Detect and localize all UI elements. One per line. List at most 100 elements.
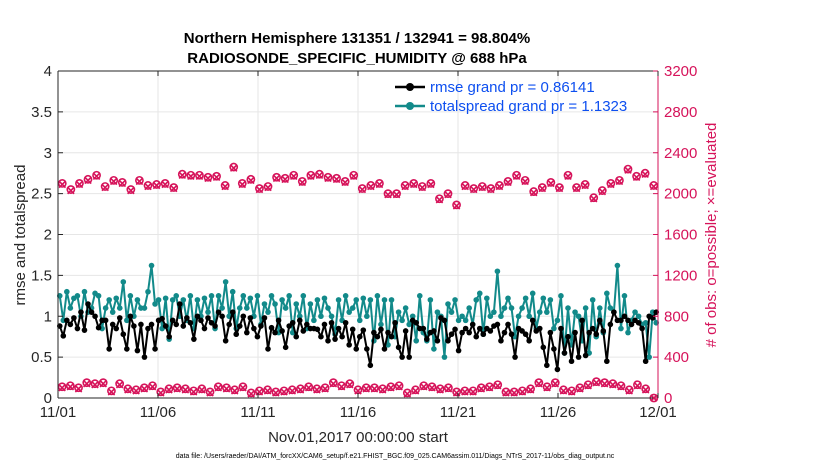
data-point — [342, 293, 349, 299]
data-point — [402, 305, 409, 311]
data-point — [435, 194, 444, 204]
data-point — [134, 297, 141, 303]
data-point — [144, 182, 152, 191]
data-point — [546, 177, 556, 187]
data-point — [141, 305, 148, 311]
data-point — [67, 186, 75, 195]
data-point — [201, 295, 208, 302]
data-point — [427, 297, 434, 303]
data-point — [169, 317, 176, 324]
data-point — [604, 358, 610, 365]
y2-tick-label: 1200 — [664, 267, 697, 284]
data-point — [222, 279, 229, 285]
data-point — [148, 381, 157, 391]
data-point — [152, 181, 161, 190]
data-point — [476, 383, 486, 393]
y2-tick-label: 0 — [664, 390, 672, 407]
data-point — [169, 184, 178, 193]
data-point — [113, 295, 120, 302]
data-point — [628, 321, 635, 328]
data-point — [240, 293, 247, 299]
data-point — [279, 297, 285, 303]
data-point — [374, 293, 381, 299]
data-point — [346, 342, 352, 348]
data-point — [357, 184, 367, 193]
data-point — [109, 309, 116, 315]
data-point — [155, 297, 162, 303]
data-point — [280, 388, 288, 396]
data-point — [349, 170, 359, 180]
data-point — [115, 379, 125, 389]
data-point — [328, 319, 335, 326]
data-point — [118, 179, 127, 188]
data-point — [131, 385, 141, 395]
data-point — [75, 179, 84, 188]
data-point — [572, 309, 578, 315]
data-point — [554, 317, 561, 324]
data-point — [194, 297, 201, 303]
data-point — [300, 293, 307, 299]
data-point — [95, 324, 102, 331]
data-point — [424, 336, 430, 342]
data-point — [520, 175, 530, 185]
data-point — [255, 184, 264, 193]
data-point — [366, 181, 376, 190]
data-point — [354, 387, 362, 395]
data-point — [152, 301, 158, 307]
data-point — [197, 384, 207, 394]
data-point — [452, 387, 462, 397]
data-point — [124, 386, 132, 394]
data-point — [572, 184, 581, 193]
data-point — [367, 297, 374, 303]
data-point — [586, 329, 592, 336]
data-point — [268, 293, 275, 299]
data-point — [67, 321, 74, 328]
data-point — [589, 297, 596, 303]
data-point — [236, 323, 243, 329]
data-point — [434, 309, 441, 315]
data-point — [370, 385, 379, 393]
data-point — [559, 387, 568, 395]
data-point — [519, 305, 525, 311]
data-point — [487, 313, 494, 320]
data-point — [281, 175, 289, 184]
data-point — [543, 384, 551, 392]
data-point — [547, 297, 554, 303]
data-point — [181, 386, 190, 394]
data-point — [180, 384, 190, 394]
data-point — [135, 177, 144, 186]
data-point — [510, 389, 518, 397]
data-point — [491, 309, 497, 315]
data-point — [501, 387, 511, 397]
data-point — [565, 333, 571, 340]
data-point — [109, 321, 116, 328]
data-point — [567, 388, 576, 396]
data-point — [178, 171, 187, 179]
data-point — [255, 185, 264, 194]
data-point — [349, 305, 356, 311]
data-point — [287, 385, 297, 395]
data-point — [394, 381, 404, 391]
data-point — [116, 315, 123, 321]
data-point — [296, 313, 303, 320]
data-point — [615, 175, 624, 185]
data-point — [81, 327, 88, 333]
data-point — [427, 180, 435, 189]
data-point — [477, 385, 486, 393]
data-point — [593, 331, 600, 338]
data-point — [381, 297, 388, 303]
data-point — [323, 172, 333, 182]
data-point — [428, 384, 436, 392]
data-point — [346, 380, 354, 389]
data-point — [172, 383, 182, 393]
data-point — [215, 293, 222, 299]
data-point — [57, 179, 67, 188]
data-point — [332, 173, 341, 183]
data-point — [64, 288, 70, 295]
data-point — [640, 168, 650, 178]
data-point — [304, 384, 313, 392]
data-point — [550, 378, 560, 388]
data-point — [575, 313, 582, 320]
data-point — [536, 325, 543, 332]
data-point — [623, 164, 633, 174]
